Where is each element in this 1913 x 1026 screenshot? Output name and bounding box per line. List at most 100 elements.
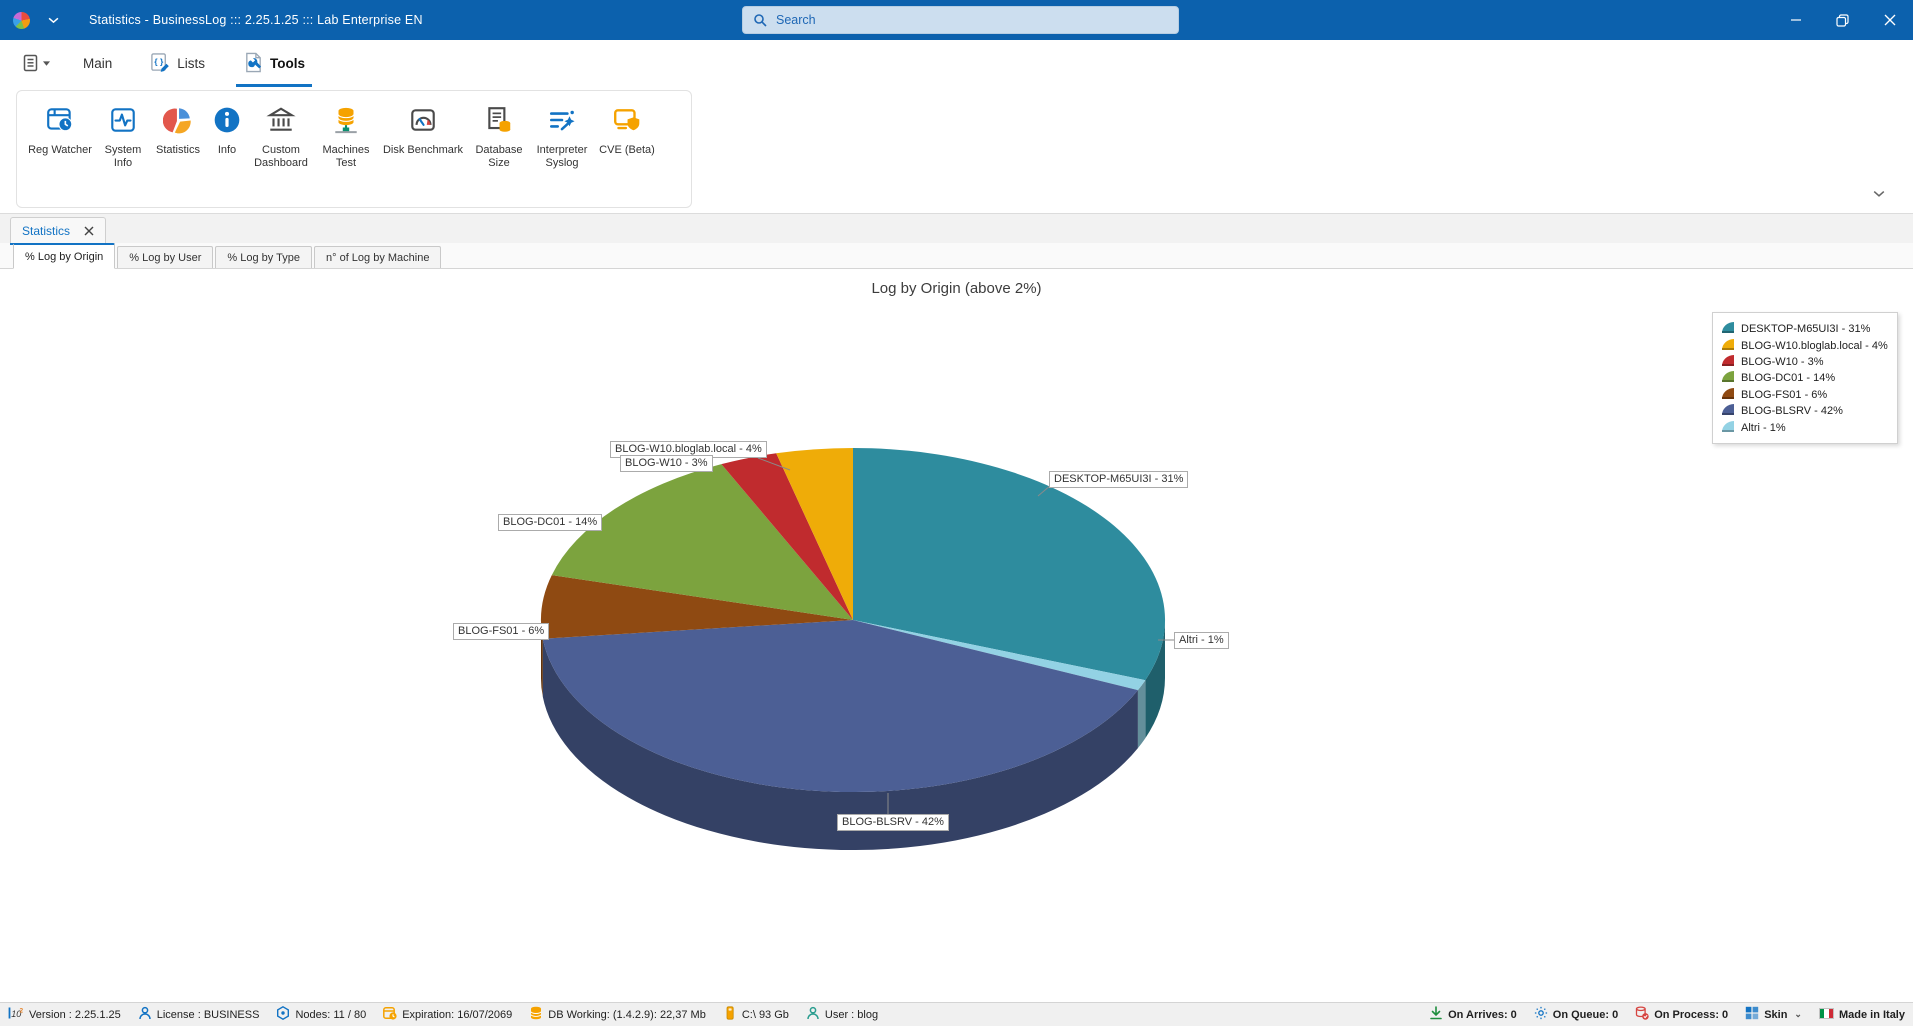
- legend-item: BLOG-BLSRV - 42%: [1721, 403, 1889, 419]
- skin-icon: [1745, 1006, 1759, 1023]
- status-italy-flag: Made in Italy: [1818, 1007, 1905, 1022]
- svg-text:{ }: { }: [155, 56, 165, 66]
- legend-swatch-icon: [1721, 387, 1735, 403]
- legend-swatch-icon: [1721, 420, 1735, 436]
- ribbon-button-info[interactable]: Info: [207, 100, 247, 159]
- ribbon-button-cve-beta-[interactable]: CVE (Beta): [595, 100, 659, 159]
- legend-swatch-icon: [1721, 354, 1735, 370]
- status-license: License : BUSINESS: [138, 1006, 259, 1023]
- pie-label-desktop-m65ui3i: DESKTOP-M65UI3I - 31%: [1049, 471, 1189, 488]
- search-input[interactable]: [776, 13, 1168, 27]
- status-expiration: Expiration: 16/07/2069: [383, 1006, 512, 1023]
- reg-watcher-icon: [45, 102, 75, 138]
- legend-item: Altri - 1%: [1721, 419, 1889, 435]
- restore-icon: [1836, 13, 1849, 27]
- quick-access-chevron-icon[interactable]: [48, 17, 59, 24]
- cve-shield-icon: [612, 102, 642, 138]
- pie-slice-desktop-m65ui3i[interactable]: [853, 448, 1166, 681]
- database-size-icon: [484, 102, 514, 138]
- ribbon-collapse-chevron-icon[interactable]: [1873, 185, 1885, 203]
- system-info-icon: [108, 102, 138, 138]
- arrives-icon: [1429, 1006, 1443, 1023]
- ribbon-tab-tools[interactable]: Tools: [230, 40, 318, 87]
- ribbon-button-reg-watcher[interactable]: Reg Watcher: [23, 100, 97, 159]
- document-tab-row: Statistics: [0, 214, 1913, 243]
- status-skin[interactable]: Skin ⌄: [1745, 1006, 1802, 1023]
- statistics-view-tabs: % Log by Origin % Log by User % Log by T…: [0, 243, 1913, 269]
- pie-label-blog-fs01: BLOG-FS01 - 6%: [453, 623, 550, 640]
- tab-close-icon[interactable]: [84, 226, 94, 236]
- queue-icon: [1534, 1006, 1548, 1023]
- interpreter-syslog-icon: [547, 102, 577, 138]
- tab-statistics-label: Statistics: [22, 223, 71, 238]
- statistics-pie-icon: [163, 102, 193, 138]
- drive-icon: [723, 1006, 737, 1023]
- restore-button[interactable]: [1819, 0, 1866, 40]
- tab-statistics[interactable]: Statistics: [10, 217, 107, 243]
- italy-flag-icon: [1818, 1007, 1834, 1022]
- status-bar: 10 2 Version : 2.25.1.25 License : BUSINE…: [0, 1002, 1913, 1026]
- process-icon: [1635, 1006, 1649, 1023]
- svg-text:10: 10: [11, 1009, 21, 1019]
- license-icon: [138, 1006, 152, 1023]
- ribbon-button-custom-dashboard[interactable]: Custom Dashboard: [247, 100, 315, 171]
- minimize-button[interactable]: [1772, 0, 1819, 40]
- status-queue: On Queue: 0: [1534, 1006, 1618, 1023]
- legend-swatch-icon: [1721, 403, 1735, 419]
- pie-slice-side-altri: [1137, 680, 1146, 749]
- db-icon: [529, 1006, 543, 1023]
- legend-item: BLOG-DC01 - 14%: [1721, 370, 1889, 386]
- app-logo-icon: [13, 11, 30, 29]
- pie-label-blog-w10-bloglab-local: BLOG-W10.bloglab.local - 4%: [610, 441, 767, 458]
- status-user: User : blog: [806, 1006, 878, 1023]
- title-bar: Statistics - BusinessLog ::: 2.25.1.25 :…: [0, 0, 1913, 40]
- nodes-icon: [276, 1005, 290, 1023]
- pie-label-blog-w10: BLOG-W10 - 3%: [620, 455, 713, 472]
- chart-title: Log by Origin (above 2%): [871, 280, 1042, 297]
- search-icon: [754, 14, 767, 27]
- chart-panel: Log by Origin (above 2%) DESKTOP-M65UI3I…: [0, 269, 1913, 1002]
- legend-swatch-icon: [1721, 338, 1735, 354]
- ribbon-tab-main[interactable]: Main: [83, 56, 113, 71]
- expiration-icon: [383, 1006, 397, 1023]
- ribbon-button-system-info[interactable]: System Info: [97, 100, 149, 171]
- pie-slice-blog-blsrv[interactable]: [542, 620, 1138, 793]
- view-tab-n-of-log-by-machine[interactable]: n° of Log by Machine: [314, 246, 442, 268]
- view-tab--log-by-user[interactable]: % Log by User: [117, 246, 214, 268]
- pie-slice-blog-fs01[interactable]: [540, 575, 853, 639]
- legend-item: DESKTOP-M65UI3I - 31%: [1721, 321, 1889, 337]
- ribbon-button-machines-test[interactable]: Machines Test: [315, 100, 377, 171]
- tools-ribbon-group: Reg Watcher System Info Statistics Info …: [16, 90, 692, 208]
- ribbon-button-disk-benchmark[interactable]: Disk Benchmark: [377, 100, 469, 159]
- legend-swatch-icon: [1721, 321, 1735, 337]
- ribbon-button-database-size[interactable]: Database Size: [469, 100, 529, 171]
- lists-tab-icon: { }: [150, 52, 171, 76]
- pie-slice-side-blog-blsrv: [542, 638, 1138, 851]
- window-title: Statistics - BusinessLog ::: 2.25.1.25 :…: [89, 13, 423, 27]
- label-leader-line: [1037, 484, 1052, 497]
- view-tab--log-by-type[interactable]: % Log by Type: [215, 246, 312, 268]
- legend-swatch-icon: [1721, 370, 1735, 386]
- machines-test-icon: [331, 102, 361, 138]
- pie-slice-blog-dc01[interactable]: [551, 464, 853, 620]
- close-icon: [1884, 14, 1895, 26]
- minimize-icon: [1790, 19, 1801, 21]
- chart-legend: DESKTOP-M65UI3I - 31% BLOG-W10.bloglab.l…: [1712, 312, 1898, 444]
- pie-slice-blog-w10[interactable]: [721, 453, 853, 620]
- pie-slice-blog-w10-bloglab-local[interactable]: [776, 448, 853, 620]
- ribbon-button-statistics[interactable]: Statistics: [149, 100, 207, 159]
- view-tab--log-by-origin[interactable]: % Log by Origin: [13, 243, 116, 269]
- skin-chevron-icon: ⌄: [1794, 1009, 1802, 1019]
- version-icon: 10 2: [8, 1006, 24, 1023]
- ribbon-button-interpreter-syslog[interactable]: Interpreter Syslog: [529, 100, 595, 171]
- dashboard-bank-icon: [266, 102, 296, 138]
- tools-tab-icon: [243, 52, 264, 76]
- ribbon-tab-lists[interactable]: { } Lists: [137, 40, 218, 87]
- search-box[interactable]: [742, 6, 1179, 34]
- pie-slice-altri[interactable]: [853, 620, 1146, 691]
- ribbon-content: Reg Watcher System Info Statistics Info …: [0, 87, 1913, 214]
- application-menu-button[interactable]: [14, 40, 58, 87]
- pie-slice-side-desktop-m65ui3i: [1145, 620, 1165, 739]
- status-version: 10 2 Version : 2.25.1.25: [8, 1006, 121, 1023]
- close-button[interactable]: [1866, 0, 1913, 40]
